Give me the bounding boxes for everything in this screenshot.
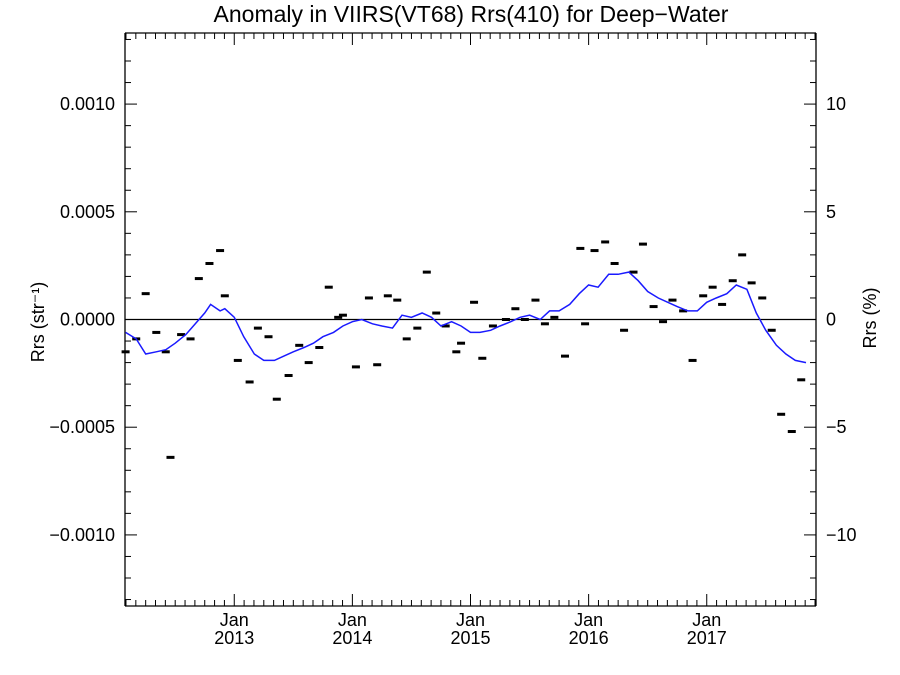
anomaly-point [679, 309, 688, 313]
anomaly-point [413, 326, 422, 330]
anomaly-point [272, 397, 281, 401]
smoothed-anomaly-line [125, 271, 807, 364]
anomaly-point [708, 285, 717, 289]
anomaly-point [540, 322, 549, 326]
anomaly-point [253, 326, 262, 330]
anomaly-point [166, 455, 175, 459]
y-axis-left-title: Rrs (str⁻¹) [28, 282, 48, 362]
anomaly-point [295, 343, 304, 347]
anomaly-point [520, 318, 529, 321]
anomaly-point [787, 430, 796, 434]
x-tick-label-year: 2015 [450, 628, 490, 648]
anomaly-point [581, 322, 590, 326]
anomaly-point [177, 333, 186, 337]
anomaly-point [659, 320, 668, 324]
anomaly-point [638, 242, 647, 246]
anomaly-point [531, 298, 540, 302]
anomaly-point [205, 261, 214, 265]
anomaly-point [767, 328, 776, 332]
anomaly-point [718, 302, 727, 306]
y-left-tick-label: 0.0000 [60, 310, 115, 330]
anomaly-point [233, 358, 242, 362]
y-left-tick-label: −0.0010 [49, 525, 115, 545]
anomaly-point [422, 270, 431, 274]
anomaly-point [432, 311, 441, 315]
anomaly-point [470, 300, 479, 304]
anomaly-point [501, 318, 510, 321]
anomaly-point [324, 285, 333, 289]
anomaly-point [576, 246, 585, 250]
anomaly-point [560, 354, 569, 358]
anomaly-point [264, 335, 273, 339]
anomaly-point [550, 315, 559, 319]
anomaly-point [245, 380, 254, 384]
anomaly-point [383, 294, 392, 298]
anomaly-point [649, 305, 658, 309]
anomaly-point [478, 356, 487, 360]
axis-ticks [125, 33, 816, 606]
anomaly-point [315, 346, 324, 350]
anomaly-point [668, 298, 677, 302]
chart-title: Anomaly in VIIRS(VT68) Rrs(410) for Deep… [214, 1, 729, 27]
monthly-anomaly-points [121, 240, 806, 459]
anomaly-point [161, 350, 170, 354]
x-tick-label-month: Jan [338, 610, 367, 630]
anomaly-point [393, 298, 402, 302]
anomaly-point [194, 277, 203, 281]
x-tick-label-year: 2014 [332, 628, 372, 648]
anomaly-point [777, 412, 786, 416]
x-tick-label-year: 2013 [214, 628, 254, 648]
x-tick-label-month: Jan [574, 610, 603, 630]
y-right-tick-label: 0 [826, 310, 836, 330]
anomaly-point [141, 292, 150, 296]
anomaly-point [610, 261, 619, 265]
anomaly-point [590, 249, 599, 253]
anomaly-point [488, 324, 497, 328]
anomaly-point [688, 358, 697, 362]
anomaly-point [284, 374, 293, 378]
anomaly-point [373, 363, 382, 367]
anomaly-point [629, 270, 638, 274]
anomaly-point [601, 240, 610, 244]
anomaly-point [364, 296, 373, 300]
anomaly-point [738, 253, 747, 257]
anomaly-point [402, 337, 411, 341]
y-right-tick-label: 10 [826, 94, 846, 114]
y-left-tick-label: −0.0005 [49, 417, 115, 437]
anomaly-point [441, 324, 450, 328]
y-left-tick-label: 0.0010 [60, 94, 115, 114]
x-tick-label-month: Jan [692, 610, 721, 630]
y-right-tick-label: −5 [826, 417, 847, 437]
anomaly-point [797, 378, 806, 382]
anomaly-point [747, 281, 756, 285]
anomaly-point [186, 337, 195, 341]
y-left-tick-label: 0.0005 [60, 202, 115, 222]
anomaly-point [620, 328, 629, 332]
anomaly-point [152, 330, 161, 334]
anomaly-point [338, 313, 347, 317]
anomaly-point [216, 249, 225, 253]
x-tick-label-year: 2017 [687, 628, 727, 648]
anomaly-point [334, 315, 343, 319]
y-axis-right-title: Rrs (%) [860, 288, 880, 349]
x-tick-label-year: 2016 [569, 628, 609, 648]
plot-area: 0.0010 0.0005 0.0000 −0.0005 −0.0010 10 5 0 −5 −1… [49, 32, 857, 648]
anomaly-point [457, 341, 466, 345]
x-tick-label-month: Jan [220, 610, 249, 630]
anomaly-point [699, 294, 708, 298]
anomaly-point [758, 296, 767, 300]
y-right-tick-label: −10 [826, 525, 857, 545]
anomaly-point [304, 361, 313, 365]
anomaly-point [351, 365, 360, 369]
anomaly-point [452, 350, 461, 354]
anomaly-point [220, 294, 229, 298]
x-tick-label-month: Jan [456, 610, 485, 630]
y-right-tick-label: 5 [826, 202, 836, 222]
anomaly-point [511, 307, 520, 311]
anomaly-point [121, 350, 130, 354]
axis-tick-labels: 0.0010 0.0005 0.0000 −0.0005 −0.0010 10 5 0 −5 −1… [49, 94, 856, 648]
anomaly-point [728, 279, 737, 283]
